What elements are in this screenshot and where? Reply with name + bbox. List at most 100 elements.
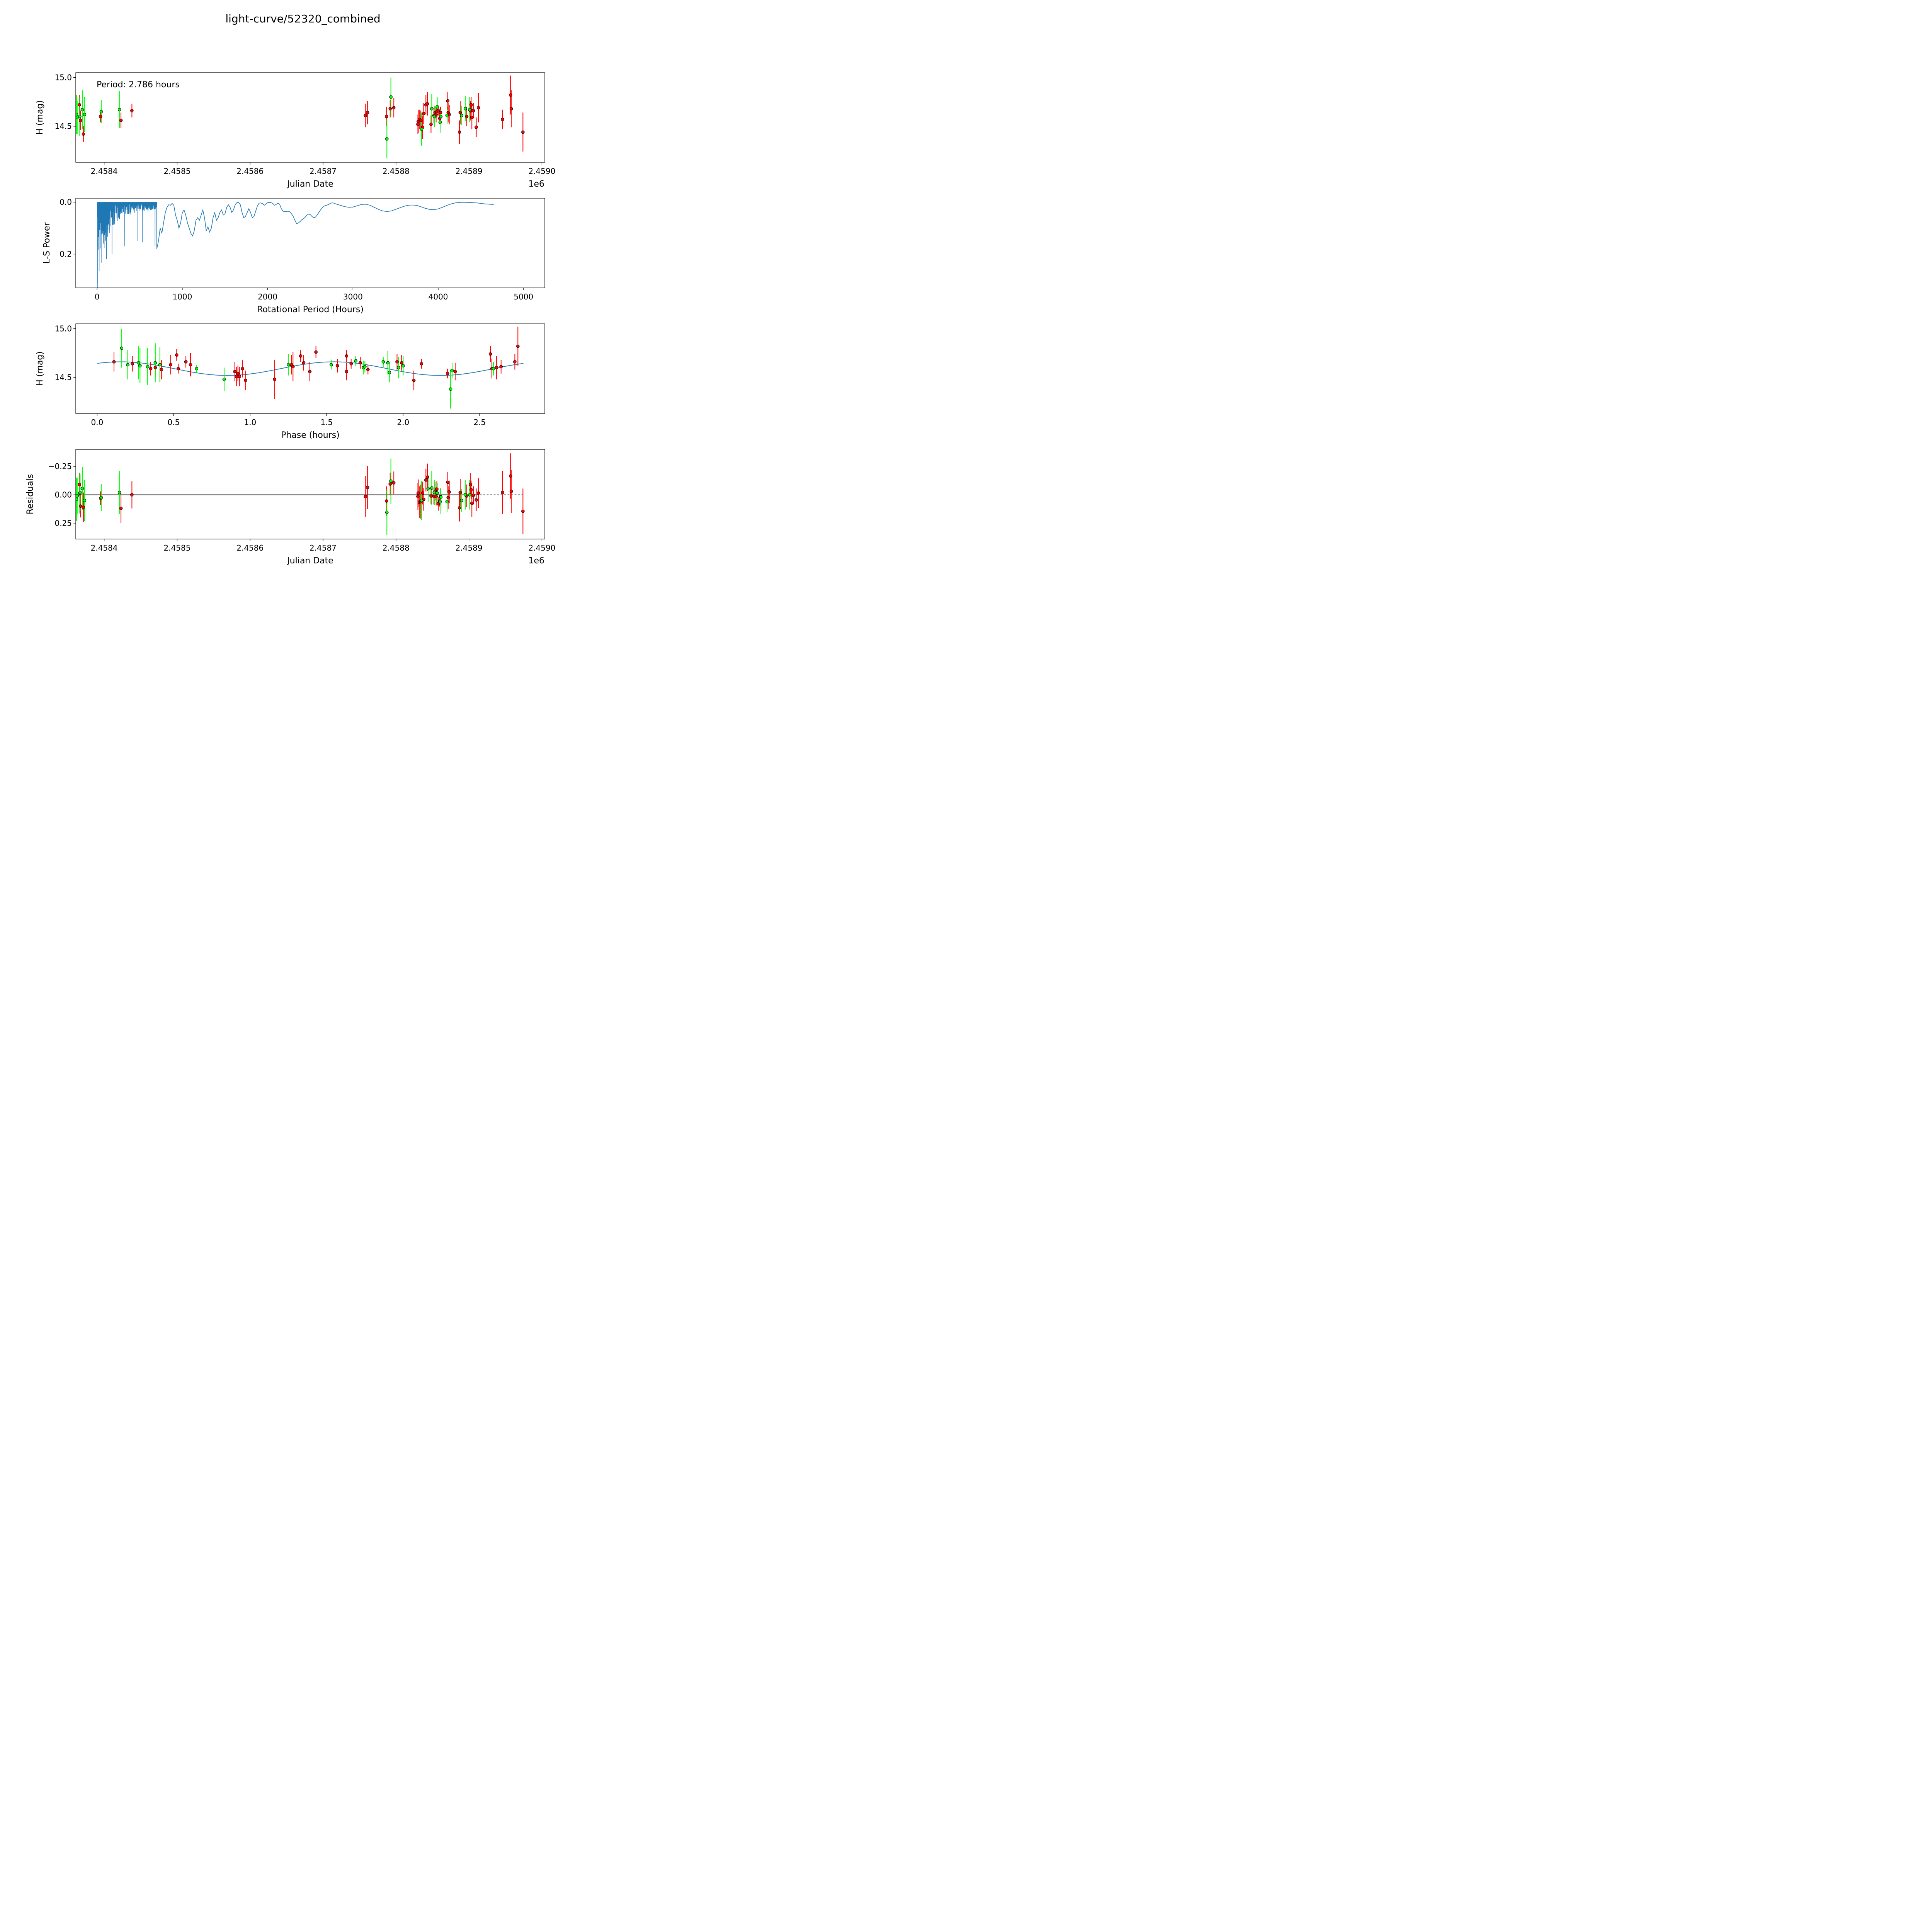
- x-tick-label: 1.5: [320, 418, 333, 427]
- data-point-green: [195, 367, 199, 371]
- data-point-green: [120, 346, 124, 350]
- data-point-red: [395, 360, 399, 364]
- data-point-green: [117, 491, 121, 494]
- data-point-green: [76, 113, 78, 116]
- data-point-red: [345, 370, 349, 373]
- data-point-green: [445, 500, 449, 503]
- data-point-green: [287, 363, 290, 367]
- data-point-green: [80, 487, 84, 490]
- data-point-red: [420, 362, 423, 366]
- data-point-red: [501, 117, 504, 121]
- data-point-red: [314, 350, 318, 354]
- data-point-green: [463, 493, 467, 497]
- data-point-green: [492, 367, 495, 371]
- data-point-green: [117, 108, 121, 112]
- data-point-green: [468, 493, 471, 497]
- data-point-red: [112, 360, 116, 364]
- x-tick-label: 1000: [172, 292, 192, 301]
- data-point-green: [99, 496, 103, 500]
- plot-area: [97, 327, 524, 409]
- plot-frame: [75, 198, 545, 288]
- data-point-red: [458, 111, 462, 114]
- data-point-red: [130, 493, 134, 497]
- data-point-red: [364, 495, 367, 498]
- data-point-red: [345, 354, 349, 358]
- data-point-red: [149, 367, 153, 371]
- x-tick-label: 0.0: [91, 418, 104, 427]
- data-point-red: [501, 491, 504, 494]
- data-point-green: [430, 486, 434, 490]
- data-point-red: [447, 490, 451, 494]
- y-tick-label: 0.25: [54, 519, 72, 528]
- data-point-red: [130, 109, 134, 112]
- x-tick-label: 2.4590: [528, 543, 555, 553]
- x-tick-label: 2.4590: [528, 167, 555, 176]
- x-tick-label: 1.0: [244, 418, 256, 427]
- x-tick-label: 2.4588: [383, 167, 410, 176]
- data-point-red: [457, 506, 461, 510]
- data-point-red: [366, 368, 370, 371]
- data-point-green: [80, 108, 84, 112]
- data-point-red: [435, 487, 439, 491]
- data-point-green: [137, 361, 140, 365]
- figure-canvas: light-curve/52320_combined 2.4584 2.4585 2…: [26, 12, 555, 566]
- data-point-red: [119, 119, 123, 122]
- data-point-red: [392, 106, 396, 110]
- x-tick-label: 4000: [429, 292, 448, 301]
- data-point-red: [469, 488, 473, 492]
- x-tick-label: 5000: [514, 292, 533, 301]
- x-axis-label: Phase (hours): [281, 430, 340, 440]
- data-point-green: [329, 363, 333, 367]
- data-point-red: [359, 361, 362, 365]
- data-point-green: [432, 115, 436, 118]
- y-tick-label: 14.5: [54, 373, 72, 382]
- data-point-red: [509, 490, 513, 493]
- data-point-red: [299, 354, 303, 358]
- data-point-red: [184, 360, 188, 364]
- data-point-red: [516, 344, 520, 348]
- data-point-red: [425, 475, 429, 479]
- data-point-red: [453, 370, 457, 373]
- data-point-green: [445, 114, 449, 117]
- data-point-green: [354, 359, 357, 363]
- data-point-green: [438, 500, 442, 503]
- data-point-green: [83, 113, 86, 116]
- data-point-red: [437, 109, 440, 112]
- data-point-green: [138, 364, 142, 367]
- data-point-red: [471, 109, 475, 112]
- data-point-red: [446, 480, 450, 484]
- x-tick-label: 2.4584: [91, 167, 118, 176]
- data-point-green: [158, 363, 162, 367]
- y-tick-label: 0.0: [60, 197, 72, 207]
- plot-area: [76, 75, 525, 158]
- data-point-red: [446, 372, 449, 375]
- data-point-red: [470, 116, 474, 119]
- y-tick-label: 15.0: [54, 324, 72, 333]
- data-point-green: [435, 105, 439, 109]
- data-point-red: [474, 498, 478, 502]
- data-point-red: [99, 115, 102, 118]
- data-point-red: [439, 111, 442, 114]
- x-tick-label: 0: [95, 292, 100, 301]
- data-point-green: [388, 371, 391, 374]
- data-point-red: [302, 361, 306, 365]
- data-point-green: [438, 121, 442, 124]
- data-point-red: [169, 363, 172, 367]
- x-axis-label: Rotational Period (Hours): [257, 305, 364, 315]
- data-point-red: [425, 102, 429, 105]
- data-point-red: [470, 502, 474, 505]
- figure-title: light-curve/52320_combined: [225, 12, 380, 25]
- data-point-red: [474, 125, 478, 129]
- data-point-red: [78, 119, 82, 122]
- x-tick-label: 2.4585: [163, 543, 190, 553]
- data-point-green: [449, 387, 452, 391]
- data-point-red: [521, 509, 525, 513]
- panel-residuals: 2.4584 2.4585 2.4586 2.4587 2.4588 2.4589 2.45…: [26, 449, 555, 566]
- y-tick-label: 0.00: [54, 490, 72, 499]
- data-point-red: [509, 93, 512, 97]
- data-point-red: [78, 483, 81, 486]
- y-axis-label: Residuals: [26, 474, 35, 514]
- data-point-red: [458, 491, 462, 494]
- data-point-red: [364, 114, 367, 117]
- data-point-red: [499, 365, 503, 369]
